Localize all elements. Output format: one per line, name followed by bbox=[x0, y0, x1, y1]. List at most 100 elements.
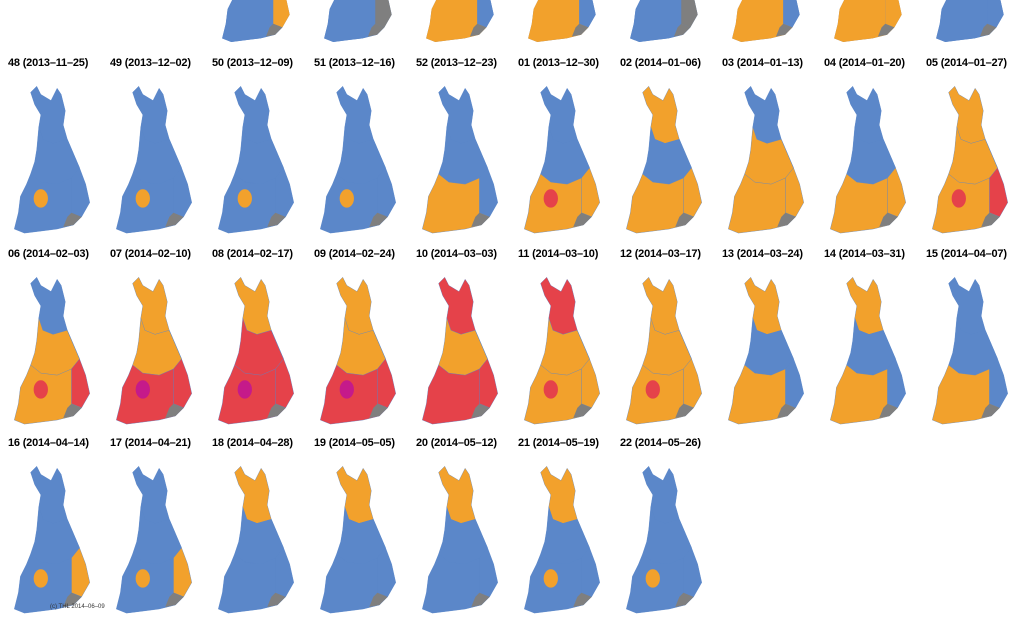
week-map-panel: 15 (2014–04–07) bbox=[918, 248, 1020, 433]
region-no-data bbox=[675, 212, 694, 228]
region-north bbox=[438, 466, 476, 524]
finland-map bbox=[116, 466, 192, 614]
region-north bbox=[642, 466, 680, 524]
cropped-map-top bbox=[612, 0, 714, 42]
region-north bbox=[336, 466, 374, 524]
hotspot-region bbox=[135, 189, 150, 208]
region-north bbox=[30, 277, 68, 335]
week-map-panel: 19 (2014–05–05) bbox=[306, 437, 408, 622]
region-no-data bbox=[165, 592, 184, 608]
hotspot-region bbox=[33, 569, 48, 588]
week-map-panel: 21 (2014–05–19) bbox=[510, 437, 612, 622]
finland-map bbox=[320, 86, 396, 234]
cropped-map-top bbox=[816, 0, 918, 42]
hotspot-region bbox=[33, 380, 48, 399]
region-no-data bbox=[675, 403, 694, 419]
region-north bbox=[438, 86, 476, 144]
region-no-data bbox=[165, 403, 184, 419]
region-no-data bbox=[267, 212, 286, 228]
region-south bbox=[422, 553, 490, 614]
week-map-panel: 10 (2014–03–03) bbox=[408, 248, 510, 433]
week-map-panel: 11 (2014–03–10) bbox=[510, 248, 612, 433]
region-no-data bbox=[165, 212, 184, 228]
week-map-panel: 03 (2014–01–13) bbox=[714, 57, 816, 242]
week-map-panel: 12 (2014–03–17) bbox=[612, 248, 714, 433]
week-map-panel: 20 (2014–05–12) bbox=[408, 437, 510, 622]
week-label: 15 (2014–04–07) bbox=[926, 248, 1007, 260]
region-no-data bbox=[573, 212, 592, 228]
region-south bbox=[728, 173, 796, 234]
week-label: 03 (2014–01–13) bbox=[722, 57, 803, 69]
finland-map bbox=[524, 86, 600, 234]
region-south bbox=[626, 553, 694, 614]
region-south bbox=[626, 364, 694, 425]
finland-map bbox=[218, 466, 294, 614]
region-no-data bbox=[981, 403, 1000, 419]
week-label: 08 (2014–02–17) bbox=[212, 248, 293, 260]
region-south bbox=[524, 553, 592, 614]
finland-map bbox=[422, 86, 498, 234]
week-label: 16 (2014–04–14) bbox=[8, 437, 89, 449]
week-map-panel: 50 (2013–12–09) bbox=[204, 57, 306, 242]
week-label: 50 (2013–12–09) bbox=[212, 57, 293, 69]
finland-map bbox=[626, 86, 702, 234]
region-south bbox=[320, 553, 388, 614]
week-label: 19 (2014–05–05) bbox=[314, 437, 395, 449]
hotspot-region bbox=[339, 189, 354, 208]
finland-map bbox=[626, 277, 702, 425]
finland-map bbox=[320, 277, 396, 425]
region-north bbox=[30, 466, 68, 524]
week-label: 51 (2013–12–16) bbox=[314, 57, 395, 69]
region-south bbox=[830, 364, 898, 425]
week-map-panel: 08 (2014–02–17) bbox=[204, 248, 306, 433]
region-south bbox=[116, 364, 184, 425]
region-no-data bbox=[369, 592, 388, 608]
week-label: 02 (2014–01–06) bbox=[620, 57, 701, 69]
hotspot-region bbox=[543, 569, 558, 588]
region-no-data bbox=[63, 403, 82, 419]
hotspot-region bbox=[441, 189, 456, 208]
region-no-data bbox=[573, 592, 592, 608]
week-map-panel: 48 (2013–11–25) bbox=[0, 57, 102, 242]
week-map-panel: 13 (2014–03–24) bbox=[714, 248, 816, 433]
region-north bbox=[846, 86, 884, 144]
region-south bbox=[932, 173, 1000, 234]
week-label: 48 (2013–11–25) bbox=[8, 57, 89, 69]
region-south bbox=[320, 364, 388, 425]
region-south bbox=[728, 364, 796, 425]
week-map-panel: 49 (2013–12–02) bbox=[102, 57, 204, 242]
week-label: 13 (2014–03–24) bbox=[722, 248, 803, 260]
week-map-panel: 17 (2014–04–21) bbox=[102, 437, 204, 622]
hotspot-region bbox=[543, 189, 558, 208]
cropped-map-top bbox=[714, 0, 816, 42]
region-south bbox=[116, 553, 184, 614]
region-south bbox=[524, 364, 592, 425]
week-map-panel: 16 (2014–04–14) bbox=[0, 437, 102, 622]
finland-map bbox=[626, 466, 702, 614]
week-label: 49 (2013–12–02) bbox=[110, 57, 191, 69]
week-label: 09 (2014–02–24) bbox=[314, 248, 395, 260]
week-map-panel: 22 (2014–05–26) bbox=[612, 437, 714, 622]
finland-map bbox=[932, 277, 1008, 425]
cropped-map-top bbox=[204, 0, 306, 42]
region-no-data bbox=[471, 403, 490, 419]
week-label: 01 (2013–12–30) bbox=[518, 57, 599, 69]
region-north bbox=[30, 86, 68, 144]
region-no-data bbox=[471, 592, 490, 608]
finland-map bbox=[728, 86, 804, 234]
finland-map bbox=[524, 277, 600, 425]
region-north bbox=[336, 86, 374, 144]
region-north bbox=[234, 86, 272, 144]
region-north bbox=[948, 277, 986, 335]
finland-map bbox=[116, 277, 192, 425]
region-north bbox=[132, 466, 170, 524]
week-map-panel: 05 (2014–01–27) bbox=[918, 57, 1020, 242]
region-no-data bbox=[471, 212, 490, 228]
region-no-data bbox=[981, 212, 1000, 228]
week-label: 04 (2014–01–20) bbox=[824, 57, 905, 69]
week-map-panel: 04 (2014–01–20) bbox=[816, 57, 918, 242]
week-label: 06 (2014–02–03) bbox=[8, 248, 89, 260]
region-no-data bbox=[777, 212, 796, 228]
week-label: 05 (2014–01–27) bbox=[926, 57, 1007, 69]
week-map-panel: 06 (2014–02–03) bbox=[0, 248, 102, 433]
